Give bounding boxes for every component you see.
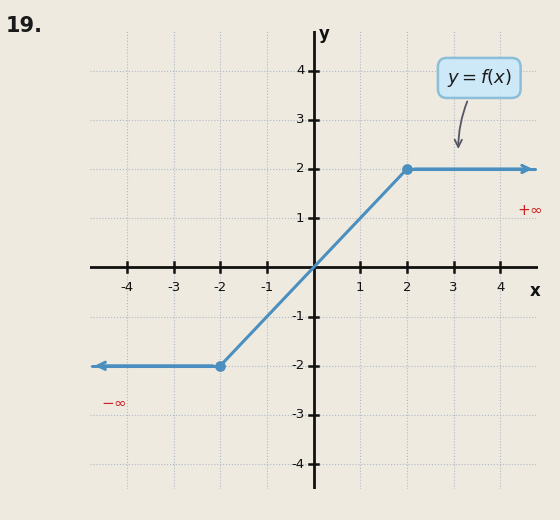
Text: -4: -4 [120, 281, 133, 294]
Text: 1: 1 [296, 212, 304, 225]
Text: $y = f(x)$: $y = f(x)$ [447, 67, 512, 147]
Text: -4: -4 [291, 458, 304, 471]
Text: $+\infty$: $+\infty$ [516, 203, 543, 218]
Text: x: x [530, 282, 540, 300]
Point [216, 361, 225, 370]
Text: 19.: 19. [6, 16, 43, 35]
Text: 3: 3 [449, 281, 458, 294]
Text: 2: 2 [296, 162, 304, 175]
Text: -3: -3 [167, 281, 180, 294]
Text: 3: 3 [296, 113, 304, 126]
Text: 1: 1 [356, 281, 365, 294]
Point [403, 165, 412, 173]
Text: 4: 4 [496, 281, 505, 294]
Text: -1: -1 [291, 310, 304, 323]
Text: -1: -1 [260, 281, 273, 294]
Text: -2: -2 [214, 281, 227, 294]
Text: 2: 2 [403, 281, 411, 294]
Text: y: y [319, 24, 330, 43]
Text: -2: -2 [291, 359, 304, 372]
Text: 4: 4 [296, 64, 304, 77]
Text: $-\infty$: $-\infty$ [101, 395, 127, 410]
Text: -3: -3 [291, 409, 304, 422]
